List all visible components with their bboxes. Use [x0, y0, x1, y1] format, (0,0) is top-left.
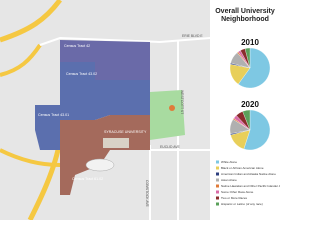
legend-swatch — [216, 178, 219, 182]
map: Census Tract 42 Census Tract 43.02 Censu… — [0, 0, 280, 220]
pie-year: 2010 — [241, 38, 259, 47]
legend-label: American Indian and Alaska Native Alone — [221, 172, 276, 176]
legend-label: Two or More Races — [221, 196, 248, 200]
map-label: SYRACUSE UNIVERSITY — [104, 130, 147, 134]
legend-label: Black or African American Alone — [221, 166, 264, 170]
legend-label: Hispanic or Latino (of any race) — [221, 202, 263, 206]
pie-slice — [244, 47, 251, 69]
map-label: Census Tract 43.02 — [66, 72, 97, 76]
pie-slice — [242, 109, 251, 131]
legend-swatch — [216, 166, 219, 170]
legend-label: Some Other Race Alone — [221, 190, 254, 194]
map-label: Census Tract 61.02 — [72, 177, 103, 181]
road-label: ERIE BLVD E — [182, 34, 203, 38]
pie-slice — [243, 109, 271, 151]
legend-label: Native Hawaiian and Other Pacific Island… — [221, 184, 280, 188]
legend-swatch — [216, 172, 219, 176]
tree-icon — [169, 105, 175, 111]
side-panel: 2010 2020 White Alone Black or African Amer… — [216, 38, 280, 206]
panel-title: Overall University Neighborhood — [215, 8, 275, 23]
road — [39, 36, 211, 46]
legend-swatch — [216, 190, 219, 194]
campus-building — [103, 138, 129, 148]
legend-swatch — [216, 202, 219, 206]
tract-43-01 — [35, 105, 60, 150]
pie-slice — [238, 47, 271, 89]
legend-label: Asian Alone — [221, 178, 237, 182]
map-label: Census Tract 43.01 — [38, 113, 69, 117]
tract-61-02 — [60, 115, 150, 195]
stadium — [85, 158, 115, 172]
tract-42 — [60, 40, 150, 80]
pie-year: 2020 — [241, 100, 259, 109]
highway — [0, 0, 62, 43]
park — [150, 90, 185, 140]
highway — [0, 148, 61, 167]
page: Census Tract 42 Census Tract 43.02 Censu… — [0, 0, 280, 220]
legend-swatch — [216, 160, 219, 164]
legend-label: White Alone — [221, 160, 237, 164]
road-label: WESTCOTT ST — [180, 90, 184, 114]
road-label: EUCLID AVE — [160, 145, 180, 149]
tract-43-02 — [60, 62, 150, 120]
road-label: COMSTOCK AVE — [145, 180, 149, 208]
map-label: Census Tract 42 — [64, 44, 90, 48]
legend-swatch — [216, 196, 219, 200]
highway — [0, 43, 42, 77]
legend-swatch — [216, 184, 219, 188]
